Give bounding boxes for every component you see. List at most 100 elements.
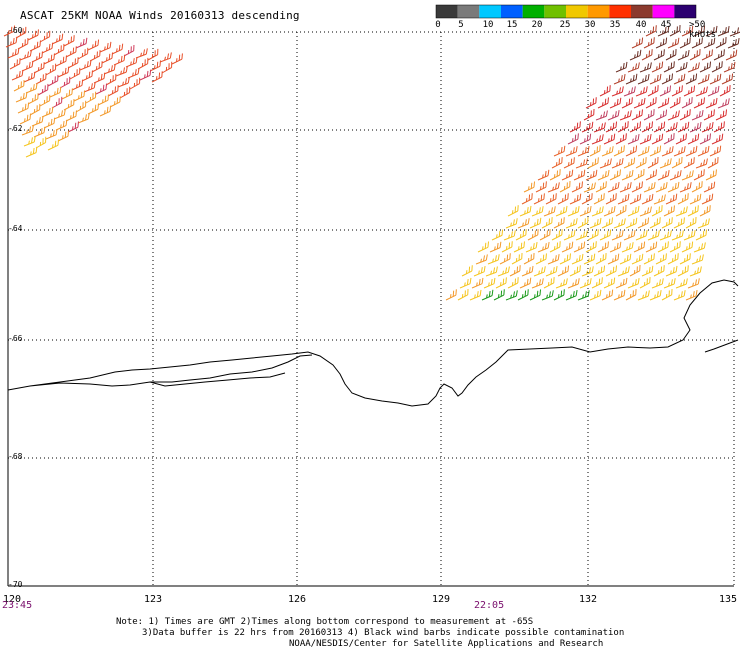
wind-barb [653,121,666,133]
wind-barb [695,158,708,169]
wind-barb [637,145,650,157]
wind-barb [569,121,581,133]
wind-barb [485,266,498,277]
wind-barb [653,265,665,277]
wind-barb [709,145,722,157]
color-scale-swatch [652,5,675,18]
wind-barb [27,93,39,105]
wind-barb [637,73,650,85]
wind-barb [663,133,675,145]
wind-barb [47,139,60,151]
wind-barb [587,157,599,169]
wind-barb [677,50,690,61]
wind-barb [521,265,534,277]
wind-barb [517,218,530,229]
wind-barb [667,37,680,49]
wind-barb [649,290,662,301]
wind-barb [615,277,628,289]
wind-barb [73,90,86,102]
wind-barb [621,97,633,109]
wind-barb [611,86,624,97]
wind-barb [119,86,131,99]
wind-barb [537,169,550,181]
wind-barb [643,37,655,49]
color-scale-swatch [566,5,588,18]
wind-barb [11,69,24,81]
wind-barb [477,241,490,253]
color-scale-label: 10 [482,20,494,30]
color-scale-swatch [609,5,631,18]
wind-barb [593,122,606,133]
wind-barb [661,146,674,157]
wind-barb [555,278,568,289]
longitude-label: 132 [578,594,598,605]
color-scale-label: 20 [531,20,543,30]
wind-barb [715,37,727,49]
wind-barb [627,133,640,145]
color-scale-swatch [501,5,523,18]
wind-barb [567,133,579,145]
wind-barb [87,103,99,115]
wind-barb [601,289,614,301]
wind-barb [685,73,698,85]
wind-barb [31,116,44,127]
wind-barb [573,169,586,181]
wind-barb [635,230,648,241]
wind-barb [619,182,632,193]
wind-barb [61,88,73,100]
wind-barb [657,170,670,181]
wind-barb [475,254,488,265]
wind-barb [545,266,558,277]
wind-barb [675,62,688,73]
wind-barb [641,49,653,61]
latitude-label: -60 [8,26,23,35]
wind-barb [609,241,622,253]
wind-barb [627,205,640,217]
wind-barb [629,264,641,277]
wind-barb [499,253,511,265]
wind-barb [647,230,660,241]
lat-lon-grid [7,31,735,587]
wind-barb [551,229,563,241]
wind-barb [493,289,505,301]
wind-barb [663,61,675,73]
longitude-label: 126 [287,594,307,605]
latitude-label: -70 [8,580,23,589]
wind-barb [63,98,75,111]
wind-barb [39,94,51,107]
wind-barb [667,253,679,265]
wind-barb [549,241,561,253]
wind-barb [503,230,516,241]
wind-barb [135,48,148,59]
wind-barb [681,97,693,109]
wind-barb [699,133,711,145]
wind-barb [631,253,644,265]
longitude-label: 129 [431,594,451,605]
wind-barb [497,266,510,277]
wind-barb [577,290,590,301]
wind-barb [673,146,686,157]
wind-barb [527,229,539,241]
wind-barb [101,52,114,64]
wind-barb [659,158,672,169]
wind-barb [149,60,161,72]
wind-barb [593,193,605,205]
wind-barb [605,121,618,133]
wind-barb [669,96,681,109]
wind-barb [611,230,624,241]
wind-barb [595,110,608,121]
wind-barb [531,278,544,289]
wind-barb [699,61,712,73]
wind-barb [665,265,678,277]
wind-barb [717,98,730,109]
wind-barb [691,181,703,193]
wind-barb [599,158,612,169]
wind-barb [85,91,97,104]
wind-barb [79,59,92,71]
wind-barb [27,29,39,41]
wind-barb [71,79,84,91]
latitude-label: -64 [8,224,23,233]
wind-barb [663,278,676,289]
wind-barb [67,57,79,69]
latitude-label: -62 [8,124,23,133]
